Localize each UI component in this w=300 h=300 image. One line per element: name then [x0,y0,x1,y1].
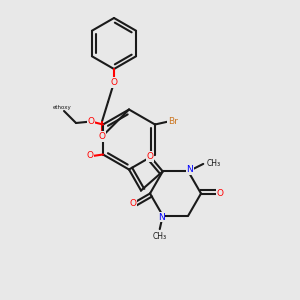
Text: O: O [88,117,94,126]
Text: O: O [98,132,106,141]
Text: CH₃: CH₃ [153,232,167,241]
Text: O: O [147,152,154,161]
Text: O: O [86,152,93,160]
Text: O: O [110,78,118,87]
Text: Br: Br [168,117,178,126]
Text: ethoxy: ethoxy [53,106,72,110]
Text: CH₃: CH₃ [207,159,221,168]
Text: O: O [217,189,224,198]
Text: O: O [130,199,136,208]
Text: N: N [186,165,193,174]
Text: N: N [158,213,165,222]
